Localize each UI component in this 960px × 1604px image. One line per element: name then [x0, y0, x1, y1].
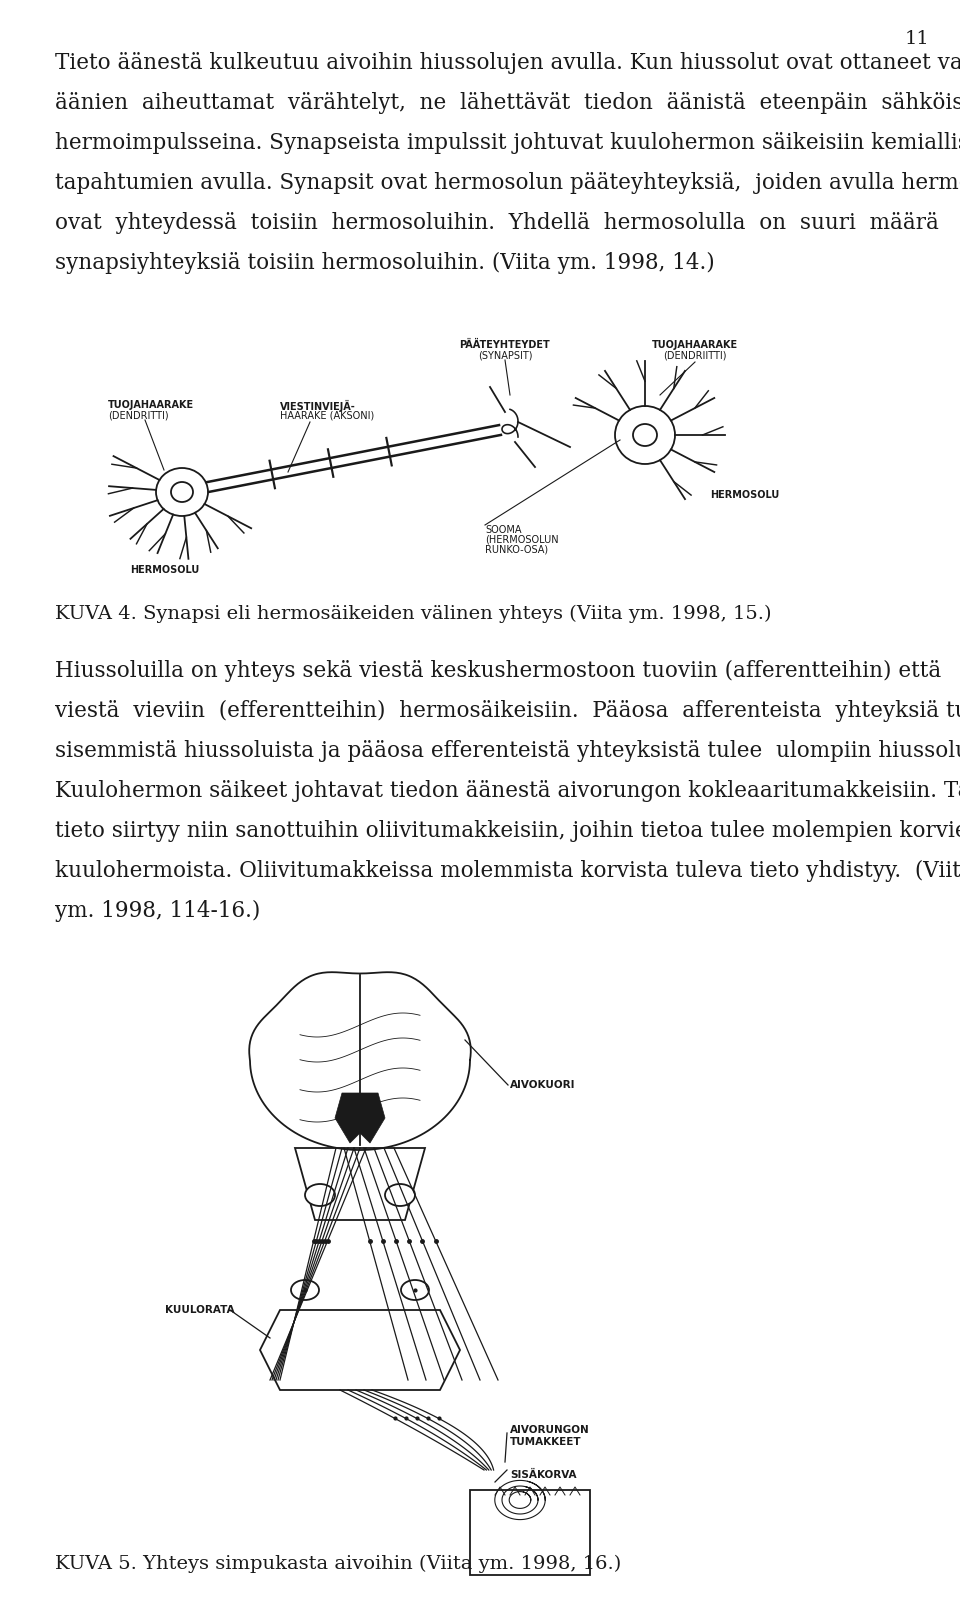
Polygon shape [295, 1148, 425, 1221]
Text: AIVOKUORI: AIVOKUORI [510, 1079, 575, 1091]
Ellipse shape [385, 1184, 415, 1206]
Text: Hiussoluilla on yhteys sekä viestä keskushermostoon tuoviin (afferentteihin) ett: Hiussoluilla on yhteys sekä viestä kesku… [55, 659, 941, 682]
Ellipse shape [156, 468, 208, 516]
Text: PÄÄTEYHTEYDET: PÄÄTEYHTEYDET [460, 340, 550, 350]
Polygon shape [260, 1310, 460, 1391]
Ellipse shape [305, 1184, 335, 1206]
Text: ym. 1998, 114-16.): ym. 1998, 114-16.) [55, 900, 260, 922]
Ellipse shape [291, 1280, 319, 1299]
Text: synapsiyhteyksiä toisiin hermosoluihin. (Viita ym. 1998, 14.): synapsiyhteyksiä toisiin hermosoluihin. … [55, 252, 715, 274]
Text: SOOMA: SOOMA [485, 525, 521, 536]
Text: KUVA 5. Yhteys simpukasta aivoihin (Viita ym. 1998, 16.): KUVA 5. Yhteys simpukasta aivoihin (Viit… [55, 1554, 621, 1574]
Text: SISÄKORVA: SISÄKORVA [510, 1469, 577, 1480]
Text: AIVORUNGON: AIVORUNGON [510, 1424, 589, 1436]
Text: viestä  vieviin  (efferentteihin)  hermosäikeisiin.  Pääosa  afferenteista  yhte: viestä vieviin (efferentteihin) hermosäi… [55, 699, 960, 722]
Text: (DENDRIITTI): (DENDRIITTI) [663, 350, 727, 359]
Text: HAARAKE (AKSONI): HAARAKE (AKSONI) [280, 411, 374, 420]
Text: (HERMOSOLUN: (HERMOSOLUN [485, 536, 559, 545]
Text: sisemmistä hiussoluista ja pääosa efferenteistä yhteyksistä tulee  ulompiin hius: sisemmistä hiussoluista ja pääosa effere… [55, 739, 960, 762]
Text: TUOJAHAARAKE: TUOJAHAARAKE [652, 340, 738, 350]
Text: VIESTINVIEJÄ-: VIESTINVIEJÄ- [280, 399, 356, 412]
Polygon shape [335, 1092, 385, 1144]
Text: kuulohermoista. Oliivitumakkeissa molemmista korvista tuleva tieto yhdistyy.  (V: kuulohermoista. Oliivitumakkeissa molemm… [55, 860, 960, 882]
Text: 11: 11 [905, 30, 929, 48]
Text: KUULORATA: KUULORATA [165, 1306, 234, 1315]
Text: KUVA 4. Synapsi eli hermosäikeiden välinen yhteys (Viita ym. 1998, 15.): KUVA 4. Synapsi eli hermosäikeiden välin… [55, 605, 772, 624]
Text: TUOJAHAARAKE: TUOJAHAARAKE [108, 399, 194, 411]
Text: ovat  yhteydessä  toisiin  hermosoluihin.  Yhdellä  hermosolulla  on  suuri  mää: ovat yhteydessä toisiin hermosoluihin. Y… [55, 212, 939, 234]
Text: (DENDRITTI): (DENDRITTI) [108, 411, 169, 420]
Ellipse shape [401, 1280, 429, 1299]
Text: Tieto äänestä kulkeutuu aivoihin hiussolujen avulla. Kun hiussolut ovat ottaneet: Tieto äänestä kulkeutuu aivoihin hiussol… [55, 51, 960, 74]
Text: HERMOSOLU: HERMOSOLU [710, 489, 780, 500]
Text: RUNKO-OSA): RUNKO-OSA) [485, 545, 548, 555]
Bar [470, 1490, 590, 1575]
Text: (SYNAPSIT): (SYNAPSIT) [478, 350, 532, 359]
Text: HERMOSOLU: HERMOSOLU [130, 565, 200, 574]
Ellipse shape [615, 406, 675, 464]
Text: tieto siirtyy niin sanottuihin oliivitumakkeisiin, joihin tietoa tulee molempien: tieto siirtyy niin sanottuihin oliivitum… [55, 820, 960, 842]
Text: TUMAKKEET: TUMAKKEET [510, 1437, 582, 1447]
Text: tapahtumien avulla. Synapsit ovat hermosolun pääteyhteyksiä,  joiden avulla herm: tapahtumien avulla. Synapsit ovat hermos… [55, 172, 960, 194]
Text: Kuulohermon säikeet johtavat tiedon äänestä aivorungon kokleaaritumakkeisiin. Tä: Kuulohermon säikeet johtavat tiedon ääne… [55, 780, 960, 802]
Text: äänien  aiheuttamat  värähtelyt,  ne  lähettävät  tiedon  äänistä  eteenpäin  sä: äänien aiheuttamat värähtelyt, ne lähett… [55, 91, 960, 114]
Text: hermoimpulsseina. Synapseista impulssit johtuvat kuulohermon säikeisiin kemialli: hermoimpulsseina. Synapseista impulssit … [55, 132, 960, 154]
